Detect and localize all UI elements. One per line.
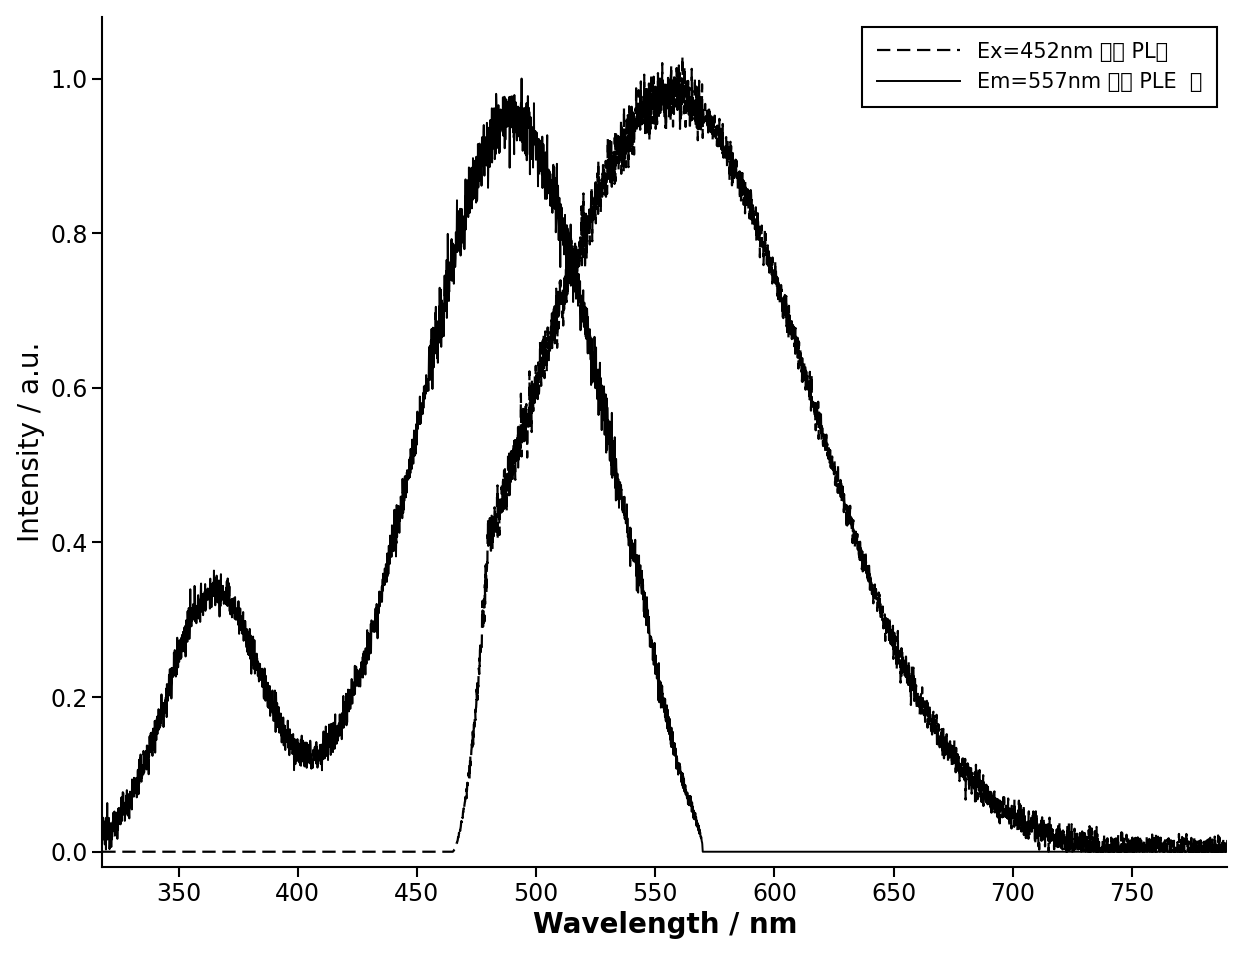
Em=557nm 时的 PLE  谱 (95, 832, 109, 843)
Y-axis label: Intensity / a.u.: Intensity / a.u. (16, 341, 45, 542)
Line: Ex=452nm 时的 PL谱: Ex=452nm 时的 PL谱 (102, 56, 1228, 852)
Em=557nm 时的 PLE  谱 (300, 762, 315, 773)
Em=557nm 时的 PLE  谱 (827, 846, 842, 858)
Em=557nm 时的 PLE  谱 (1020, 846, 1035, 858)
Em=557nm 时的 PLE  谱 (934, 846, 949, 858)
Ex=452nm 时的 PL谱 (934, 731, 949, 743)
Em=557nm 时的 PLE  谱 (514, 73, 529, 84)
Line: Em=557nm 时的 PLE  谱: Em=557nm 时的 PLE 谱 (102, 78, 1228, 852)
Ex=452nm 时的 PL谱 (525, 397, 540, 408)
Legend: Ex=452nm 时的 PL谱, Em=557nm 时的 PLE  谱: Ex=452nm 时的 PL谱, Em=557nm 时的 PLE 谱 (862, 27, 1217, 107)
Em=557nm 时的 PLE  谱 (695, 846, 710, 858)
Ex=452nm 时的 PL谱 (770, 290, 785, 301)
Ex=452nm 时的 PL谱 (1020, 826, 1035, 837)
X-axis label: Wavelength / nm: Wavelength / nm (532, 911, 797, 940)
Em=557nm 时的 PLE  谱 (770, 846, 785, 858)
Ex=452nm 时的 PL谱 (1220, 835, 1235, 846)
Ex=452nm 时的 PL谱 (675, 51, 690, 62)
Ex=452nm 时的 PL谱 (827, 467, 842, 478)
Em=557nm 时的 PLE  谱 (1220, 846, 1235, 858)
Em=557nm 时的 PLE  谱 (525, 127, 540, 139)
Ex=452nm 时的 PL谱 (300, 846, 315, 858)
Ex=452nm 时的 PL谱 (95, 846, 109, 858)
